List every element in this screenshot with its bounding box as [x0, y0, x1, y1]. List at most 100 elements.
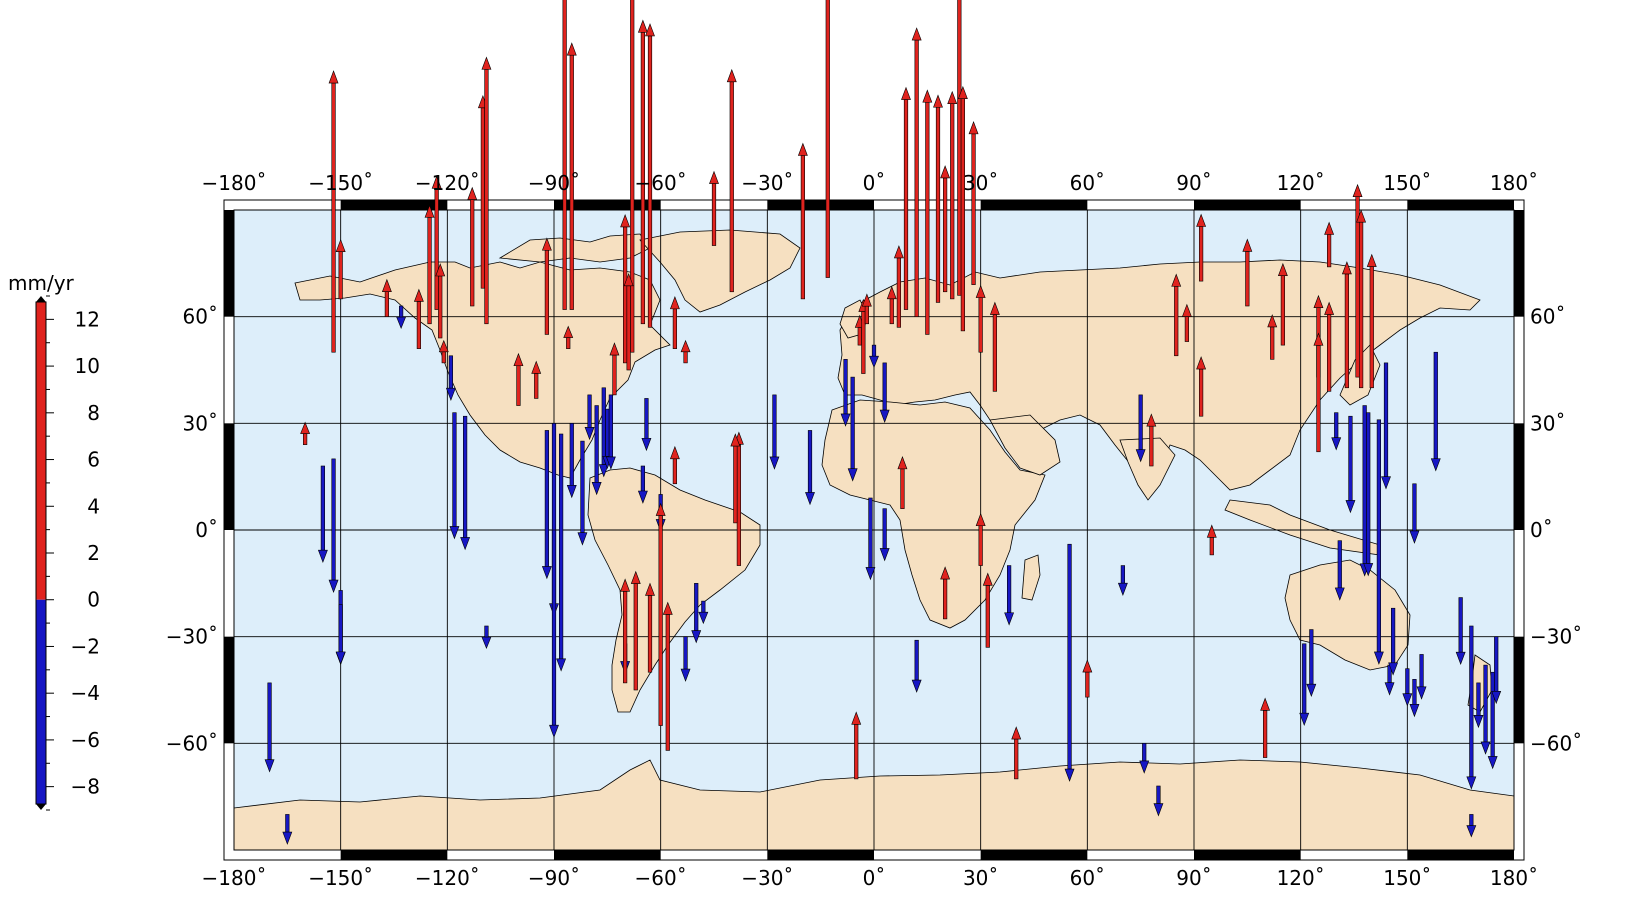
colorbar-tick-label: −4: [71, 681, 100, 705]
subsidence-arrow: [556, 433, 567, 672]
subsidence-arrow: [1409, 483, 1420, 544]
uplift-arrow: [730, 433, 741, 524]
uplift-arrow: [1324, 301, 1335, 392]
frame-segment: [340, 200, 448, 210]
uplift-arrow: [1277, 262, 1288, 346]
uplift-arrow: [1267, 314, 1278, 360]
lon-tick-label-top: 0˚: [863, 171, 886, 195]
lat-tick-label-left: 0˚: [195, 518, 218, 542]
uplift-arrow: [1196, 213, 1207, 282]
uplift-arrow: [861, 293, 872, 325]
lon-labels-top: −180˚ −150˚ −120˚ −90˚ −60˚ −30˚ 0˚ 30˚ 60˚ 90˚ 12…: [202, 171, 1539, 195]
lat-tick-label-left: −60˚: [166, 731, 218, 755]
subsidence-arrow: [1381, 362, 1391, 490]
uplift-arrow: [1324, 221, 1335, 268]
uplift-arrow: [893, 245, 904, 328]
subsidence-arrow: [1480, 664, 1491, 755]
uplift-arrow: [709, 170, 719, 246]
uplift-arrow: [922, 89, 933, 335]
lat-tick-label-left: −30˚: [166, 625, 218, 649]
subsidence-arrow: [840, 359, 851, 427]
colorbar-top-cap: [36, 296, 46, 302]
frame-segment: [980, 850, 1088, 860]
subsidence-arrow: [396, 305, 407, 329]
lon-tick-label-bottom: −30˚: [741, 866, 793, 890]
lat-labels-right: 60˚ 30˚ 0˚ −30˚ −60˚: [1530, 305, 1582, 756]
uplift-arrow: [438, 339, 449, 364]
frame-segment: [224, 636, 234, 744]
subsidence-arrow: [1487, 671, 1498, 770]
uplift-arrow: [1341, 261, 1352, 389]
uplift-arrow: [609, 342, 620, 396]
subsidence-arrow: [869, 344, 879, 369]
colorbar-tick-label: 2: [87, 541, 100, 565]
lon-tick-label-bottom: 150˚: [1383, 866, 1431, 890]
frame-segment: [1407, 200, 1514, 210]
subsidence-arrow: [879, 508, 890, 562]
subsidence-arrow: [1135, 394, 1146, 463]
frame-segment: [980, 200, 1088, 210]
land-arabia: [989, 414, 1061, 476]
subsidence-arrow: [1455, 597, 1466, 666]
subsidence-arrow: [1064, 543, 1075, 782]
colorbar-positive: [36, 302, 46, 600]
subsidence-arrow: [698, 600, 709, 625]
subsidence-arrow: [1430, 351, 1441, 472]
uplift-arrow: [424, 204, 435, 325]
uplift-arrow: [541, 237, 552, 335]
uplift-arrow: [825, 0, 830, 278]
lon-tick-label-bottom: 120˚: [1277, 866, 1325, 890]
subsidence-arrow: [1004, 565, 1015, 626]
lat-tick-label-right: 0˚: [1530, 518, 1553, 542]
subsidence-arrow: [1363, 412, 1374, 577]
subsidence-arrow: [1117, 565, 1128, 597]
uplift-arrow: [1242, 238, 1253, 307]
lon-tick-label-top: 180˚: [1490, 171, 1538, 195]
subsidence-arrow: [460, 415, 471, 551]
lat-tick-label-left: 30˚: [183, 411, 218, 435]
uplift-arrow: [989, 301, 1000, 392]
lat-tick-label-right: 30˚: [1530, 411, 1565, 435]
colorbar-bottom-cap: [36, 804, 46, 810]
uplift-arrow: [886, 285, 897, 325]
subsidence-arrow: [541, 430, 552, 580]
colorbar-tick-label: 4: [87, 494, 100, 518]
frame-segment: [224, 423, 234, 530]
station-arrows: [264, 0, 1502, 845]
lon-tick-label-bottom: −120˚: [415, 866, 480, 890]
uplift-arrow: [851, 711, 862, 780]
frame-segment: [340, 850, 448, 860]
uplift-arrow: [381, 278, 392, 317]
frame-segment: [224, 210, 234, 317]
subsidence-arrow: [1491, 636, 1502, 705]
uplift-arrow: [911, 27, 922, 317]
uplift-arrow: [975, 512, 986, 566]
uplift-arrow: [566, 42, 577, 310]
graticule: [233, 209, 1515, 851]
lon-tick-label-top: 60˚: [1070, 171, 1105, 195]
uplift-arrow: [435, 263, 446, 339]
uplift-arrow: [797, 142, 808, 300]
colorbar-tick-label: 8: [87, 401, 100, 425]
uplift-arrow: [645, 582, 655, 673]
uplift-arrow: [630, 0, 635, 353]
uplift-arrow: [1146, 413, 1157, 467]
uplift-arrow: [680, 339, 691, 364]
subsidence-arrow: [641, 398, 652, 452]
subsidence-arrow: [1139, 743, 1150, 774]
lon-tick-label-bottom: 90˚: [1176, 866, 1211, 890]
uplift-arrow: [431, 175, 442, 310]
lon-tick-label-top: −60˚: [635, 171, 687, 195]
uplift-arrow: [940, 566, 951, 620]
uplift-arrow: [933, 94, 943, 303]
uplift-arrow: [957, 85, 968, 332]
subsidence-arrow: [1409, 679, 1420, 718]
subsidence-arrow: [865, 497, 876, 581]
uplift-arrow: [669, 445, 680, 485]
subsidence-arrow: [282, 814, 293, 845]
uplift-arrow: [1171, 273, 1182, 357]
uplift-arrow: [300, 421, 311, 445]
subsidence-arrow: [691, 583, 702, 644]
map-border: [233, 209, 1515, 851]
subsidence-arrow: [584, 394, 595, 441]
